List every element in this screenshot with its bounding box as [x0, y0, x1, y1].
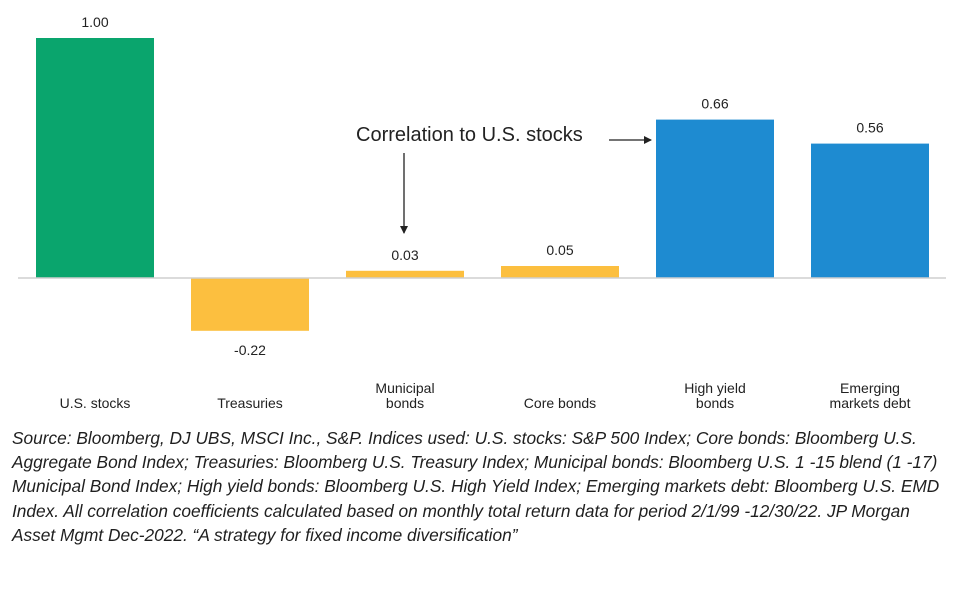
correlation-bar-chart: 1.00 U.S. stocks -0.22 Treasuries 0.03 Munici… — [18, 14, 946, 411]
category-label-line: bonds — [696, 395, 734, 411]
category-label-line: bonds — [386, 395, 424, 411]
value-label-2: 0.03 — [391, 247, 418, 263]
bar-4 — [656, 119, 774, 278]
category-label-line: markets debt — [830, 395, 911, 411]
bar-2 — [346, 270, 464, 278]
category-label-line: Core bonds — [524, 395, 596, 411]
category-label-4: High yield bonds — [684, 380, 745, 411]
category-label-1: Treasuries — [217, 395, 283, 411]
category-label-3: Core bonds — [524, 395, 596, 411]
bar-1 — [191, 278, 309, 331]
correlation-annotation: Correlation to U.S. stocks — [356, 124, 583, 146]
value-label-3: 0.05 — [546, 242, 573, 258]
value-label-1: -0.22 — [234, 342, 266, 358]
category-label-line: U.S. stocks — [60, 395, 131, 411]
source-note: Source: Bloomberg, DJ UBS, MSCI Inc., S&… — [12, 428, 940, 545]
bar-5 — [811, 143, 929, 278]
value-label-4: 0.66 — [701, 96, 728, 112]
category-label-line: Treasuries — [217, 395, 283, 411]
category-label-line: Emerging — [840, 380, 900, 396]
category-label-line: High yield — [684, 380, 745, 396]
value-label-5: 0.56 — [856, 120, 883, 136]
value-label-0: 1.00 — [81, 14, 108, 30]
bar-0 — [36, 38, 154, 278]
category-label-0: U.S. stocks — [60, 395, 131, 411]
category-label-line: Municipal — [375, 380, 434, 396]
category-label-5: Emerging markets debt — [830, 380, 911, 411]
category-label-2: Municipal bonds — [375, 380, 434, 411]
bar-3 — [501, 266, 619, 278]
